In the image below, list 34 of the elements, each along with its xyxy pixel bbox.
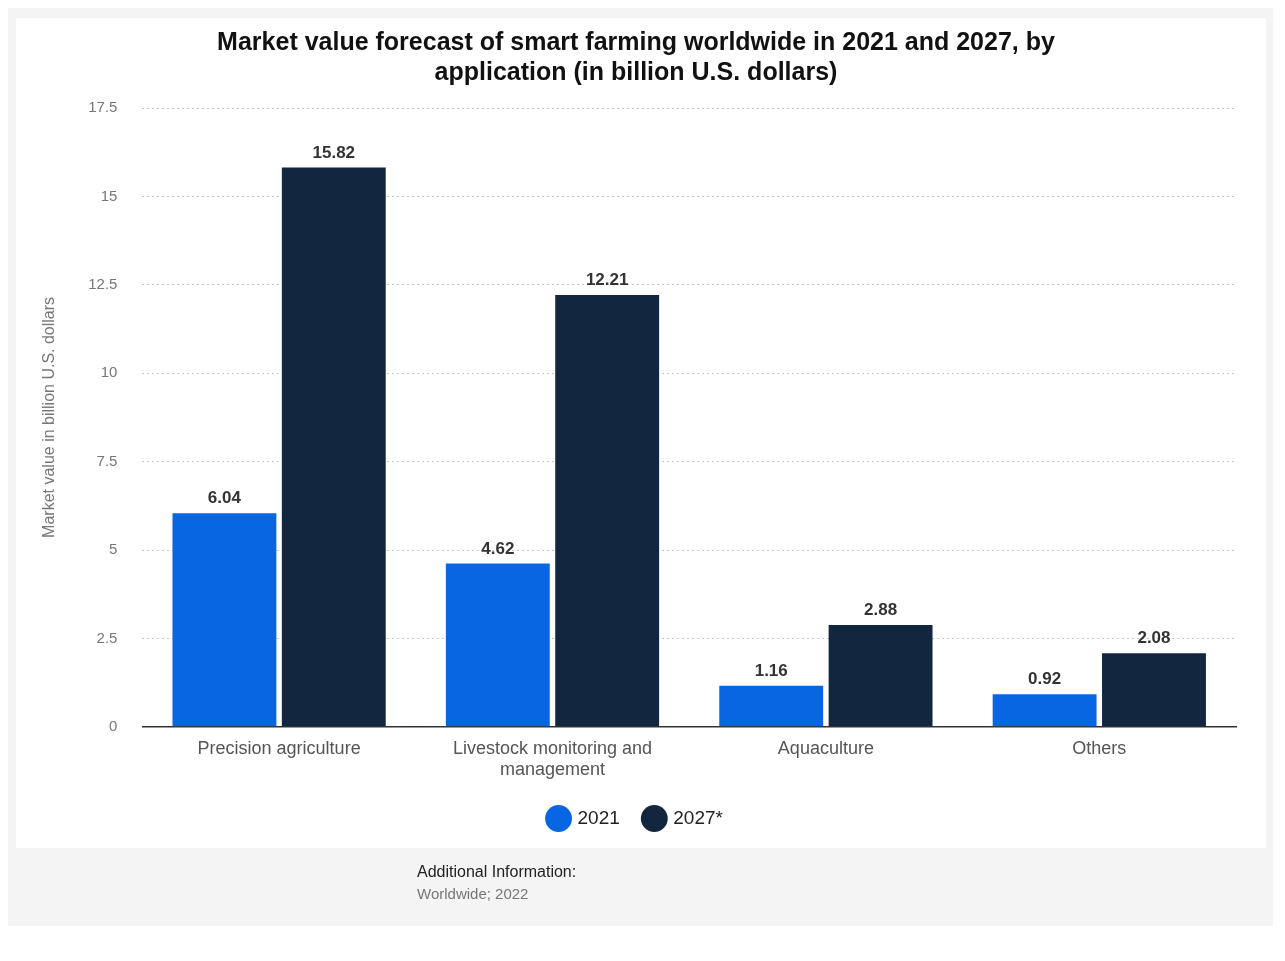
y-axis-title: Market value in billion U.S. dollars (40, 296, 58, 538)
y-tick-label: 10 (100, 363, 118, 381)
data-label: 15.82 (312, 142, 356, 162)
data-label: 2.88 (864, 600, 898, 620)
y-tick-label: 7.5 (96, 451, 118, 469)
chart-title: Market value forecast of smart farming worldwide in 2021 and 2027, by application (in billion U.S. dollars) (217, 26, 1055, 85)
y-tick-label: 12.5 (88, 274, 118, 292)
legend-label: 2027* (673, 806, 724, 828)
bar (281, 167, 386, 727)
data-label: 6.04 (207, 488, 242, 508)
text: Worldwide; 2022 (417, 885, 530, 902)
y-tick-label: 5 (109, 540, 118, 558)
bar (992, 694, 1097, 727)
bar (1102, 653, 1206, 727)
y-tick-label: 0 (109, 716, 118, 734)
x-tick-label: Others (1072, 737, 1127, 758)
x-tick-label: Livestock monitoring and management (452, 737, 653, 780)
bar (828, 624, 933, 727)
text: Additional Information: (417, 863, 578, 881)
bar (445, 563, 550, 727)
legend-label: 2021 (577, 806, 620, 828)
y-tick-label: 15 (100, 186, 118, 204)
data-label: 4.62 (481, 538, 515, 558)
data-label: 0.92 (1028, 669, 1062, 689)
bar (172, 513, 277, 727)
data-label: 1.16 (754, 660, 788, 680)
data-label: 12.21 (585, 270, 629, 290)
data-label: 2.08 (1137, 628, 1171, 648)
bar (555, 295, 660, 727)
y-tick-label: 17.5 (88, 98, 118, 116)
x-tick-label: Precision agriculture (197, 737, 361, 758)
bar (719, 685, 824, 727)
y-tick-label: 2.5 (96, 628, 118, 646)
x-tick-label: Aquaculture (777, 737, 874, 758)
